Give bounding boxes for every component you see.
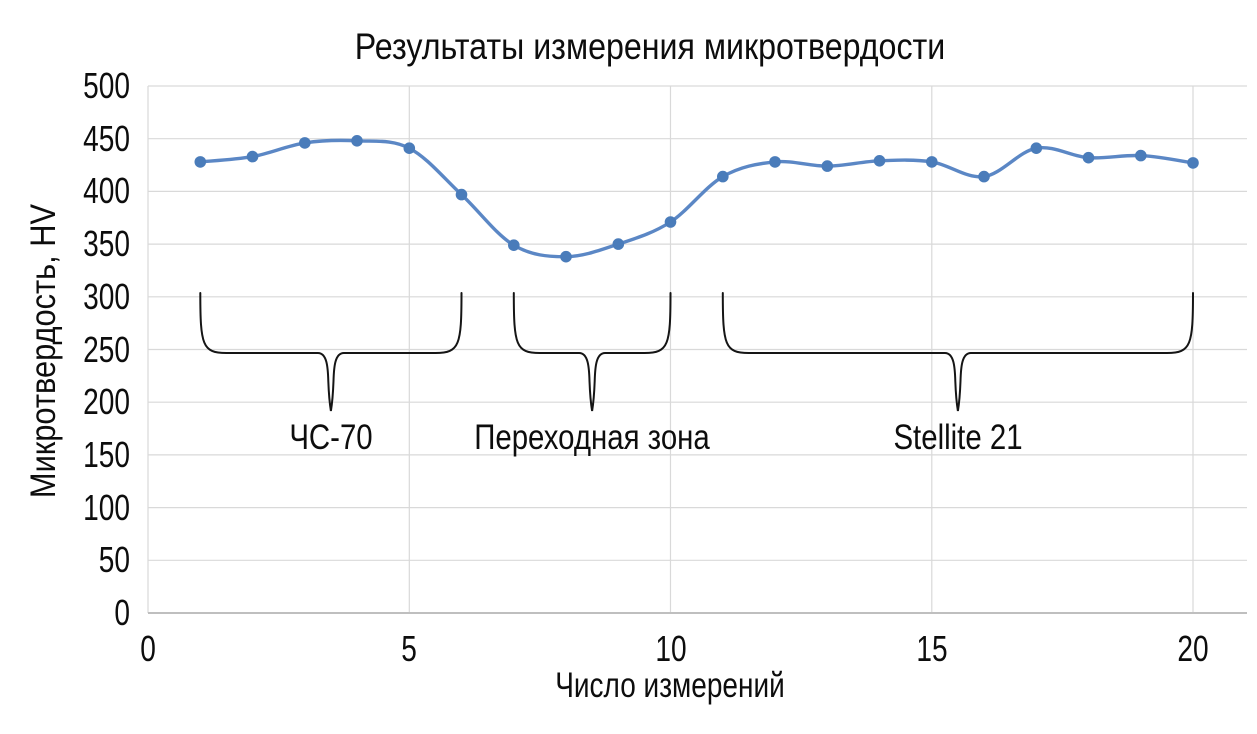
y-tick-label: 300 (83, 275, 130, 317)
y-tick-label: 0 (114, 592, 130, 633)
data-point (1030, 142, 1043, 154)
brace-annotation (512, 292, 672, 412)
zone-label: ЧС-70 (289, 418, 373, 457)
y-tick-label: 400 (83, 170, 130, 212)
brace-annotation (199, 292, 463, 412)
x-tick-label: 20 (1177, 628, 1209, 669)
y-tick-label: 200 (83, 381, 130, 423)
y-tick-label: 250 (83, 328, 130, 370)
gridlines (147, 85, 1247, 614)
y-tick-label: 450 (83, 117, 130, 159)
data-point (926, 156, 938, 168)
data-point (560, 250, 572, 263)
data-point (1082, 151, 1095, 164)
hardness-series-line (198, 138, 1195, 259)
data-point (664, 216, 677, 228)
data-point (717, 170, 729, 183)
zone-label: Stellite 21 (893, 418, 1023, 457)
data-point (612, 238, 625, 250)
x-tick-label: 0 (140, 628, 156, 669)
zone-braces (199, 292, 1194, 412)
data-points (194, 135, 1199, 263)
data-point (299, 137, 311, 149)
y-tick-label: 350 (83, 223, 130, 265)
data-point (821, 160, 834, 172)
brace-annotation (721, 292, 1194, 412)
x-tick-label: 5 (401, 628, 418, 669)
data-point (978, 170, 990, 183)
zone-label: Переходная зона (474, 418, 710, 457)
data-point (351, 135, 363, 147)
data-point (873, 155, 886, 167)
data-point (1135, 149, 1147, 162)
data-point (194, 156, 207, 168)
data-point (455, 188, 468, 201)
y-tick-label: 100 (83, 486, 130, 528)
y-tick-label: 150 (83, 433, 130, 475)
data-point (403, 142, 416, 154)
data-point (246, 150, 259, 163)
data-point (1187, 157, 1199, 169)
x-axis-title: Число измерений (555, 666, 785, 705)
y-tick-label: 500 (83, 65, 130, 106)
x-tick-label: 15 (916, 628, 948, 669)
chart-title: Результаты измерения микротвердости (354, 26, 946, 67)
y-tick-label: 50 (98, 539, 130, 581)
data-point (508, 239, 520, 251)
data-point (769, 156, 781, 168)
x-tick-label: 10 (654, 628, 687, 669)
